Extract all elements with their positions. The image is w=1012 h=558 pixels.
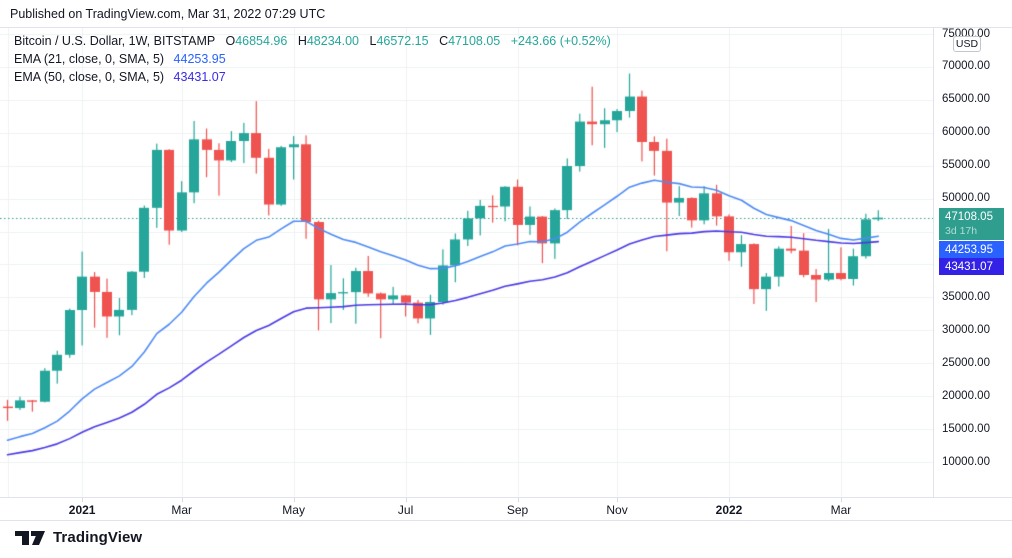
- footer: TradingView: [0, 522, 1012, 558]
- ema50-label: EMA (50, close, 0, SMA, 5): [14, 70, 165, 84]
- price-axis-label: 35000.00: [942, 290, 990, 303]
- brand-name: TradingView: [53, 529, 143, 546]
- published-bar: Published on TradingView.com, Mar 31, 20…: [0, 0, 1012, 28]
- tradingview-logo-icon: [15, 531, 45, 545]
- change-value: +243.66 (+0.52%): [510, 34, 611, 48]
- price-axis-label: 65000.00: [942, 93, 990, 106]
- price-axis[interactable]: USD 75000.00 70000.00 65000.00 60000.00 5500…: [933, 28, 1012, 521]
- time-axis-label: 2022: [715, 503, 743, 517]
- time-axis-label: May: [282, 503, 305, 517]
- time-axis-tick: [182, 498, 183, 502]
- time-axis-tick: [406, 498, 407, 502]
- ema21-price-badge: 44253.95: [939, 241, 1004, 258]
- time-axis-label: Nov: [606, 503, 628, 517]
- price-axis-label: 50000.00: [942, 192, 990, 205]
- time-axis-label: Sep: [506, 503, 529, 517]
- time-axis-label: 2021: [68, 503, 96, 517]
- chart-legend: Bitcoin / U.S. Dollar, 1W, BITSTAMP O468…: [14, 33, 611, 87]
- price-axis-label: 55000.00: [942, 159, 990, 172]
- price-axis-label: 30000.00: [942, 323, 990, 336]
- symbol-legend-row: Bitcoin / U.S. Dollar, 1W, BITSTAMP O468…: [14, 33, 611, 50]
- tradingview-logo-link[interactable]: TradingView: [14, 529, 142, 546]
- price-axis-label: 25000.00: [942, 356, 990, 369]
- chart-pane[interactable]: Bitcoin / U.S. Dollar, 1W, BITSTAMP O468…: [0, 28, 933, 497]
- time-axis-tick: [841, 498, 842, 502]
- price-axis-label: 70000.00: [942, 60, 990, 73]
- published-text: Published on TradingView.com, Mar 31, 20…: [10, 7, 326, 21]
- time-axis-tick: [518, 498, 519, 502]
- symbol-title: Bitcoin / U.S. Dollar, 1W, BITSTAMP: [14, 34, 215, 48]
- last-price-badge: 47108.05 3d 17h: [939, 208, 1004, 240]
- time-axis[interactable]: 2021 Mar May Jul Sep Nov 2022 Mar: [0, 497, 1012, 521]
- time-axis-label: Jul: [397, 503, 414, 517]
- time-axis-tick: [729, 498, 730, 502]
- time-axis-tick: [82, 498, 83, 502]
- price-chart-canvas[interactable]: [0, 28, 933, 497]
- close-value: C47108.05: [439, 34, 501, 48]
- ema50-price-badge: 43431.07: [939, 258, 1004, 275]
- ema50-value: 43431.07: [173, 70, 226, 84]
- price-axis-label: 15000.00: [942, 422, 990, 435]
- ema50-legend-row: EMA (50, close, 0, SMA, 5) 43431.07: [14, 69, 611, 86]
- price-axis-label: 10000.00: [942, 455, 990, 468]
- ema21-label: EMA (21, close, 0, SMA, 5): [14, 52, 165, 66]
- price-axis-label: 20000.00: [942, 389, 990, 402]
- ema21-value: 44253.95: [173, 52, 226, 66]
- high-value: H48234.00: [297, 34, 359, 48]
- currency-toggle-button[interactable]: USD: [953, 36, 981, 52]
- price-axis-label: 60000.00: [942, 126, 990, 139]
- time-axis-label: Mar: [830, 503, 852, 517]
- time-axis-tick: [294, 498, 295, 502]
- time-axis-label: Mar: [171, 503, 192, 517]
- last-price-value: 47108.05: [945, 211, 993, 223]
- time-axis-tick: [617, 498, 618, 502]
- bar-countdown: 3d 17h: [945, 225, 978, 237]
- ema21-legend-row: EMA (21, close, 0, SMA, 5) 44253.95: [14, 51, 611, 68]
- low-value: L46572.15: [369, 34, 429, 48]
- open-value: O46854.96: [225, 34, 288, 48]
